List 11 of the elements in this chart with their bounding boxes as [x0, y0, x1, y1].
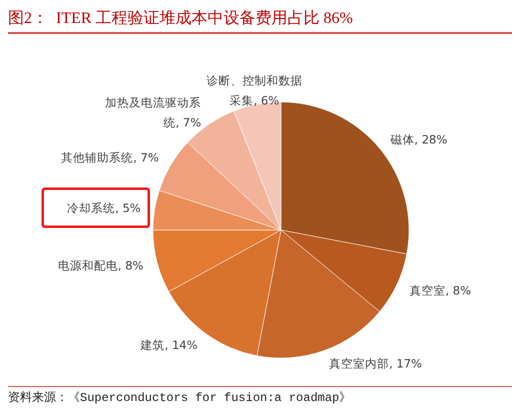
- slice-label: 诊断、控制和数据采集, 6%: [206, 74, 302, 108]
- slice-label: 真空室, 8%: [409, 283, 472, 298]
- slice-label: 其他辅助系统, 7%: [61, 150, 159, 165]
- slice-label: 电源和配电, 8%: [58, 258, 144, 272]
- text: 资料来源：《Superconductors for fusion:a roadmap》: [8, 390, 352, 406]
- slice-label: 冷却系统, 5%: [67, 200, 141, 215]
- slice-label: 建筑, 14%: [140, 338, 198, 352]
- slice-label: 磁体, 28%: [389, 132, 448, 146]
- chart-title: 图2： ITER 工程验证堆成本中设备费用占比 86%: [8, 8, 354, 29]
- slice-label: 加热及电流驱动系统, 7%: [105, 96, 202, 130]
- slice-label: 真空室内部, 17%: [329, 356, 422, 371]
